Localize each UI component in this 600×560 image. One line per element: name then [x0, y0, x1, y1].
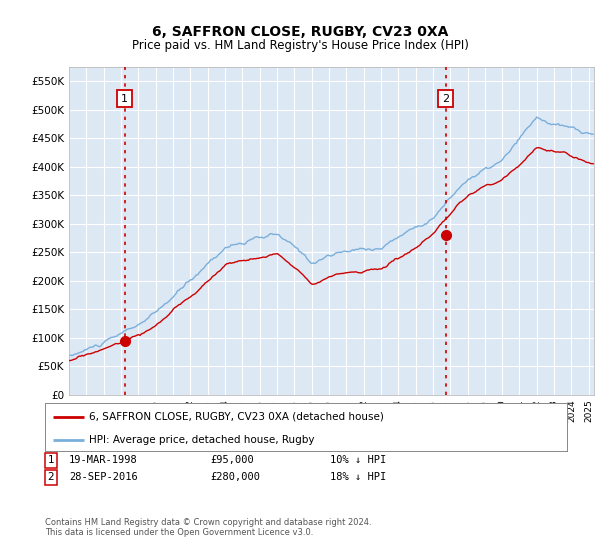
Text: 1: 1	[121, 94, 128, 104]
Text: 6, SAFFRON CLOSE, RUGBY, CV23 0XA (detached house): 6, SAFFRON CLOSE, RUGBY, CV23 0XA (detac…	[89, 412, 384, 422]
Text: Contains HM Land Registry data © Crown copyright and database right 2024.
This d: Contains HM Land Registry data © Crown c…	[45, 518, 371, 538]
Text: 2: 2	[47, 472, 55, 482]
Text: 19-MAR-1998: 19-MAR-1998	[69, 455, 138, 465]
Text: 2: 2	[442, 94, 449, 104]
Text: Price paid vs. HM Land Registry's House Price Index (HPI): Price paid vs. HM Land Registry's House …	[131, 39, 469, 52]
Text: HPI: Average price, detached house, Rugby: HPI: Average price, detached house, Rugb…	[89, 435, 315, 445]
Text: 28-SEP-2016: 28-SEP-2016	[69, 472, 138, 482]
Text: 6, SAFFRON CLOSE, RUGBY, CV23 0XA: 6, SAFFRON CLOSE, RUGBY, CV23 0XA	[152, 25, 448, 39]
Text: £95,000: £95,000	[210, 455, 254, 465]
Text: £280,000: £280,000	[210, 472, 260, 482]
Text: 10% ↓ HPI: 10% ↓ HPI	[330, 455, 386, 465]
Text: 18% ↓ HPI: 18% ↓ HPI	[330, 472, 386, 482]
Text: 1: 1	[47, 455, 55, 465]
